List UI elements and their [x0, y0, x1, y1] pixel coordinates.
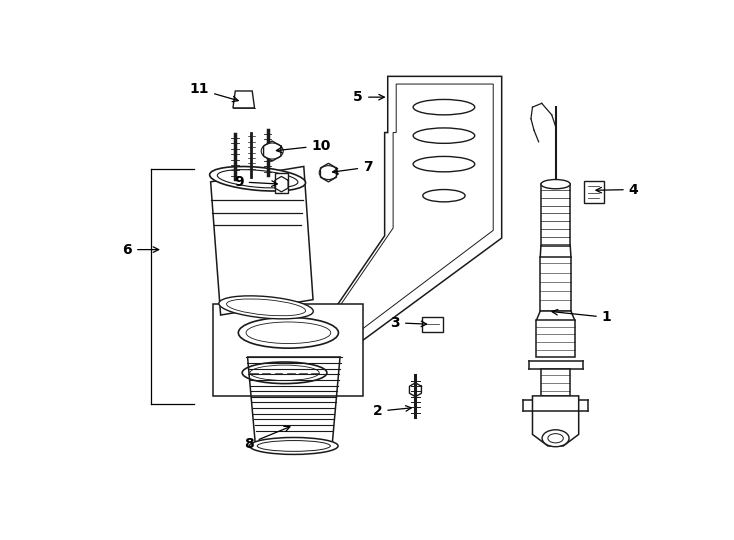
Text: 11: 11	[189, 83, 238, 102]
Text: 6: 6	[123, 242, 159, 256]
Polygon shape	[421, 316, 443, 332]
Text: 3: 3	[390, 316, 426, 330]
Ellipse shape	[219, 296, 313, 319]
Ellipse shape	[413, 157, 475, 172]
Ellipse shape	[239, 318, 338, 348]
Ellipse shape	[548, 434, 563, 443]
Bar	[540, 257, 571, 311]
Polygon shape	[584, 181, 604, 202]
Text: 1: 1	[552, 309, 611, 325]
Ellipse shape	[423, 190, 465, 202]
Ellipse shape	[250, 365, 319, 381]
Text: 2: 2	[373, 404, 411, 418]
Ellipse shape	[413, 128, 475, 143]
Ellipse shape	[217, 170, 298, 188]
Bar	[541, 184, 570, 246]
Text: 8: 8	[244, 426, 290, 451]
Ellipse shape	[210, 166, 305, 191]
Text: 4: 4	[596, 183, 639, 197]
Bar	[275, 173, 288, 193]
Ellipse shape	[324, 169, 333, 176]
Text: 5: 5	[353, 90, 385, 104]
Ellipse shape	[267, 147, 277, 155]
Bar	[537, 320, 575, 357]
Polygon shape	[532, 396, 578, 446]
Ellipse shape	[246, 322, 331, 343]
Bar	[541, 369, 570, 396]
Ellipse shape	[257, 441, 330, 451]
Polygon shape	[281, 76, 501, 387]
Text: 9: 9	[234, 175, 277, 189]
Polygon shape	[290, 84, 493, 379]
Ellipse shape	[542, 430, 569, 447]
Polygon shape	[213, 303, 363, 396]
Ellipse shape	[261, 143, 283, 159]
Text: 7: 7	[333, 160, 373, 174]
Ellipse shape	[242, 362, 327, 383]
Ellipse shape	[227, 299, 305, 316]
Text: 10: 10	[277, 139, 331, 153]
Ellipse shape	[413, 99, 475, 115]
Ellipse shape	[319, 166, 338, 179]
Polygon shape	[211, 166, 313, 315]
Ellipse shape	[250, 437, 338, 455]
Polygon shape	[233, 91, 255, 108]
Ellipse shape	[541, 179, 570, 189]
